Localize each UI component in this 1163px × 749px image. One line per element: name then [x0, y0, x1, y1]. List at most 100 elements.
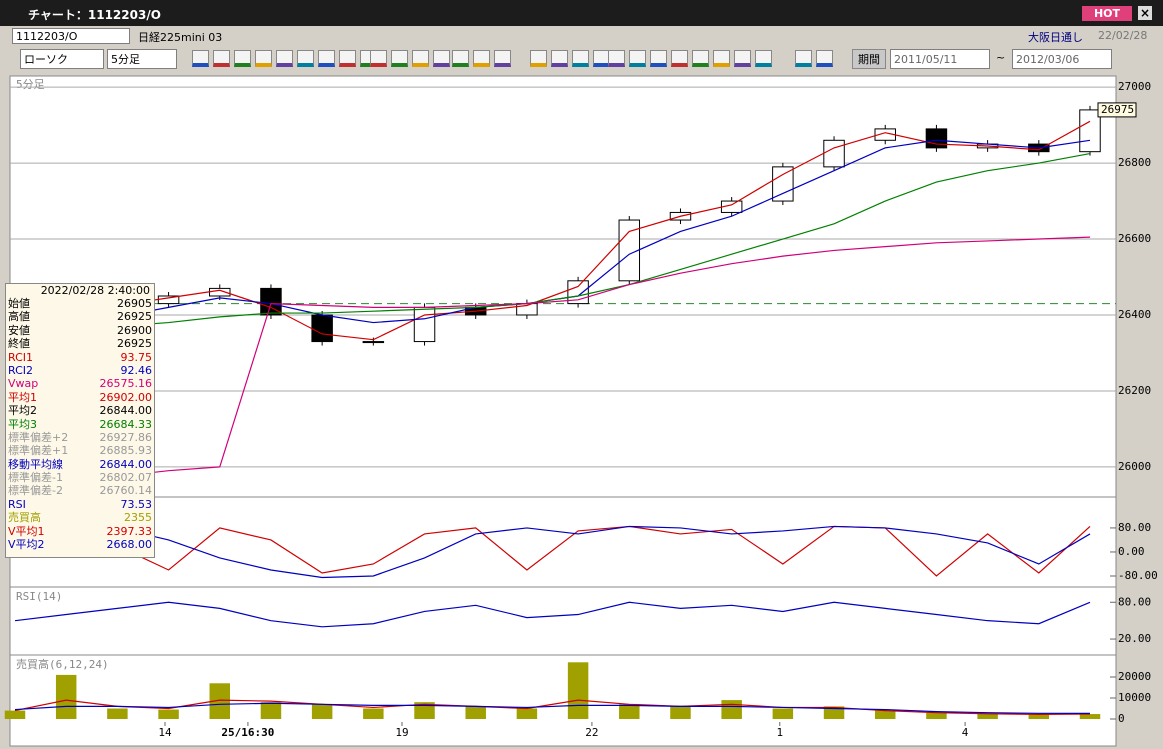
- info-label: V平均1: [8, 524, 45, 538]
- toolbar-icon[interactable]: [234, 50, 251, 67]
- info-label: 高値: [8, 310, 30, 324]
- info-row: 安値 26900: [6, 324, 154, 337]
- info-value: 26575.16: [99, 377, 153, 391]
- info-row: 始値 26905: [6, 297, 154, 310]
- toolbar-icon[interactable]: [276, 50, 293, 67]
- info-label: RSI: [8, 497, 26, 511]
- toolbar-icon[interactable]: [713, 50, 730, 67]
- info-value: 73.53: [120, 497, 153, 511]
- toolbar-icon[interactable]: [795, 50, 812, 67]
- info-label: 安値: [8, 323, 30, 337]
- toolbar-icon[interactable]: [572, 50, 589, 67]
- y-tick-label: 26800: [1118, 156, 1151, 169]
- toolbar-icon[interactable]: [530, 50, 547, 67]
- toolbar-icon[interactable]: [370, 50, 387, 67]
- toolbar-icon[interactable]: [452, 50, 469, 67]
- info-label: RCI2: [8, 363, 34, 377]
- info-row: 標準偏差-2 26760.14: [6, 484, 154, 497]
- volume-bar: [823, 706, 845, 719]
- y-tick-label: 80.00: [1118, 521, 1151, 534]
- volume-bar: [772, 708, 794, 719]
- info-row: V平均1 2397.33: [6, 525, 154, 538]
- toolbar-icon[interactable]: [608, 50, 625, 67]
- hot-button[interactable]: HOT: [1082, 6, 1132, 21]
- toolbar-icon[interactable]: [734, 50, 751, 67]
- info-value: 26885.93: [99, 444, 153, 458]
- info-label: 標準偏差+1: [8, 444, 69, 458]
- toolbar-icon[interactable]: [192, 50, 209, 67]
- info-label: 平均1: [8, 390, 37, 404]
- info-value: 26760.14: [99, 484, 153, 498]
- toolbar-icon[interactable]: [671, 50, 688, 67]
- toolbar-icon[interactable]: [297, 50, 314, 67]
- toolbar-icon[interactable]: [433, 50, 450, 67]
- info-row: 標準偏差-1 26802.07: [6, 471, 154, 484]
- to-date[interactable]: 2012/03/06: [1012, 49, 1112, 69]
- info-row: V平均2 2668.00: [6, 538, 154, 551]
- info-label: 移動平均線: [8, 457, 63, 471]
- info-row: RCI2 92.46: [6, 364, 154, 377]
- candle-body: [925, 128, 948, 149]
- info-value: 26925: [117, 310, 152, 324]
- info-label: 売買高: [8, 511, 41, 525]
- toolbar-icon[interactable]: [629, 50, 646, 67]
- toolbar-icon[interactable]: [391, 50, 408, 67]
- info-label: 標準偏差+2: [8, 430, 69, 444]
- toolbar-icon[interactable]: [318, 50, 335, 67]
- toolbar-icon[interactable]: [255, 50, 272, 67]
- info-value: 26900: [117, 323, 152, 337]
- toolbar-icon[interactable]: [692, 50, 709, 67]
- candle-body: [260, 287, 282, 316]
- candle-body: [311, 314, 333, 343]
- toolbar-icon[interactable]: [213, 50, 230, 67]
- period-button[interactable]: 期間: [852, 49, 886, 69]
- toolbar-icon[interactable]: [816, 50, 833, 67]
- x-tick-label: 1: [776, 726, 783, 739]
- info-row: RSI 73.53: [6, 498, 154, 511]
- y-tick-label: 26400: [1118, 308, 1151, 321]
- y-tick-label: 0: [1118, 712, 1125, 725]
- candle-body: [362, 341, 385, 344]
- toolbar-icon[interactable]: [339, 50, 356, 67]
- volume-bar: [414, 702, 435, 719]
- code-input[interactable]: 1112203/O: [12, 28, 130, 44]
- volume-bar: [567, 662, 589, 719]
- toolbar-icon[interactable]: [650, 50, 667, 67]
- toolbar-icon[interactable]: [551, 50, 568, 67]
- volume-bar: [670, 706, 691, 719]
- panel-title: 売買高(6,12,24): [16, 657, 109, 671]
- volume-bar: [260, 702, 282, 719]
- candle-body: [618, 219, 641, 282]
- tilde: ~: [996, 51, 1006, 64]
- toolbar-icon[interactable]: [755, 50, 772, 67]
- y-tick-label: -80.00: [1118, 569, 1158, 582]
- toolbar-icon[interactable]: [412, 50, 429, 67]
- info-label: 平均3: [8, 417, 37, 431]
- candle-body: [772, 166, 794, 202]
- indicator-line: [14, 236, 1091, 485]
- x-tick-label: 22: [585, 726, 598, 739]
- info-row: 高値 26925: [6, 310, 154, 323]
- interval-select[interactable]: 5分足: [107, 49, 177, 69]
- toolbar-icon[interactable]: [494, 50, 511, 67]
- from-date[interactable]: 2011/05/11: [890, 49, 990, 69]
- toolbar-icon[interactable]: [473, 50, 490, 67]
- indicator-line: [14, 120, 1091, 341]
- info-label: Vwap: [8, 377, 39, 391]
- info-value: 92.46: [120, 363, 153, 377]
- chart-type-select[interactable]: ローソク: [20, 49, 104, 69]
- info-label: RCI1: [8, 350, 34, 364]
- indicator-line: [14, 699, 1091, 715]
- close-button[interactable]: ×: [1138, 6, 1152, 20]
- last-price-box: [1097, 102, 1137, 118]
- indicator-line: [14, 525, 1091, 579]
- info-row: 平均1 26902.00: [6, 391, 154, 404]
- last-price-label: 26975: [1101, 103, 1134, 116]
- x-tick-label: 14: [158, 726, 172, 739]
- info-label: 標準偏差-2: [8, 484, 63, 498]
- indicator-line: [14, 702, 1091, 714]
- info-row: 移動平均線 26844.00: [6, 458, 154, 471]
- indicator-line: [14, 601, 1091, 628]
